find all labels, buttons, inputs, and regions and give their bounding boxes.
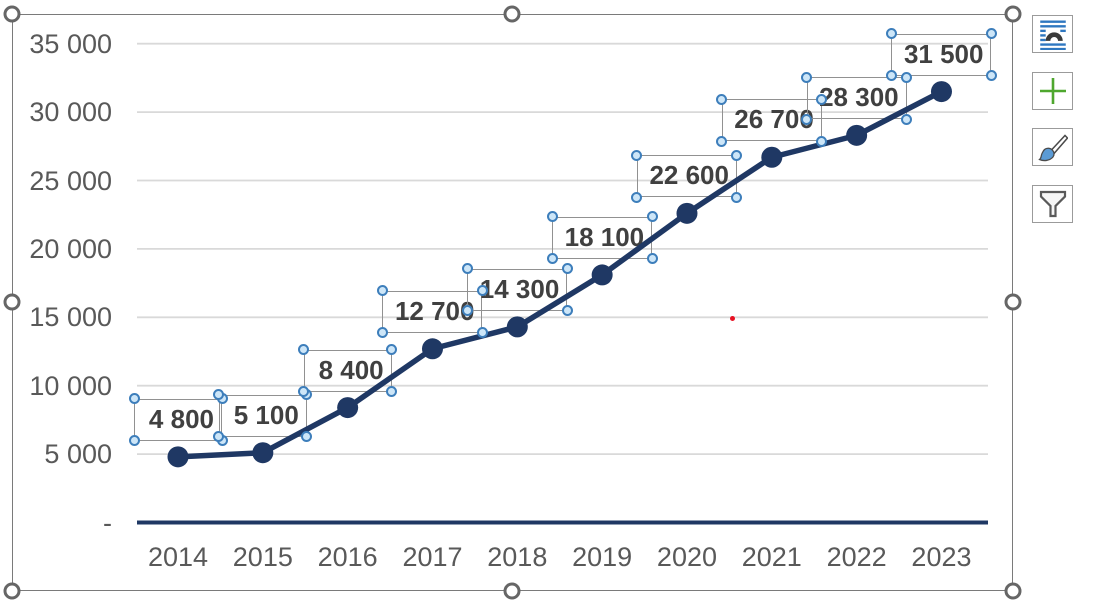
x-axis-tick-label: 2018 [487,542,548,572]
label-resize-handle[interactable] [128,393,140,405]
label-resize-handle[interactable] [816,93,828,105]
label-resize-handle[interactable] [716,93,728,105]
label-resize-handle[interactable] [646,253,658,265]
label-resize-handle[interactable] [901,113,913,125]
data-label[interactable]: 8 400 [303,349,392,392]
x-axis-tick-label: 2016 [317,542,378,572]
label-resize-handle[interactable] [646,211,658,223]
label-resize-handle[interactable] [801,71,813,83]
y-axis-tick-label: 20 000 [29,233,112,264]
label-resize-handle[interactable] [985,70,997,82]
label-resize-handle[interactable] [816,135,828,147]
y-axis-tick-label: 10 000 [29,370,112,401]
x-axis-tick-label: 2020 [656,542,717,572]
funnel-icon [1039,190,1066,218]
y-axis-tick-label: 30 000 [29,97,112,128]
plus-icon [1039,78,1066,104]
chart-resize-handle-top-right[interactable] [1004,5,1022,23]
chart-elements-button[interactable] [1032,72,1073,110]
chart-filters-button[interactable] [1032,185,1073,223]
data-label[interactable]: 18 100 [552,216,653,259]
paintbrush-icon [1037,134,1068,162]
label-resize-handle[interactable] [901,71,913,83]
label-resize-handle[interactable] [985,28,997,40]
chart-resize-handle-bottom-center[interactable] [503,582,521,600]
chart-resize-handle-top-center[interactable] [503,5,521,23]
layout-options-button[interactable] [1032,15,1073,53]
y-axis-tick-label: 35 000 [29,28,112,59]
label-resize-handle[interactable] [801,113,813,125]
data-label[interactable]: 31 500 [891,33,992,76]
label-resize-handle[interactable] [128,435,140,447]
label-resize-handle[interactable] [885,28,897,40]
data-label[interactable]: 5 100 [218,394,307,437]
y-axis-tick-label: - [103,507,112,538]
chart-resize-handle-middle-left[interactable] [3,293,21,311]
layout-options-icon [1039,20,1066,50]
chart-resize-handle-top-left[interactable] [3,5,21,23]
y-axis-tick-label: 25 000 [29,165,112,196]
label-resize-handle[interactable] [546,253,558,265]
x-axis-tick-label: 2021 [741,542,802,572]
label-resize-handle[interactable] [716,135,728,147]
x-axis-tick-label: 2017 [402,542,463,572]
chart-styles-button[interactable] [1032,128,1073,166]
label-resize-handle[interactable] [885,70,897,82]
label-resize-handle[interactable] [546,211,558,223]
x-axis-tick-label: 2019 [572,542,633,572]
red-pointer-dot [729,315,735,321]
data-label[interactable]: 4 800 [134,398,222,441]
x-axis-tick-label: 2015 [232,542,293,572]
x-axis-tick-label: 2022 [826,542,887,572]
x-axis-tick-label: 2014 [147,542,209,572]
data-label[interactable]: 22 600 [636,155,737,198]
chart-resize-handle-bottom-left[interactable] [3,582,21,600]
y-axis-tick-label: 15 000 [29,302,112,333]
chart-resize-handle-middle-right[interactable] [1004,293,1022,311]
y-axis-tick-label: 5 000 [44,439,112,470]
chart-resize-handle-bottom-right[interactable] [1004,582,1022,600]
x-axis-tick-label: 2023 [911,542,972,572]
